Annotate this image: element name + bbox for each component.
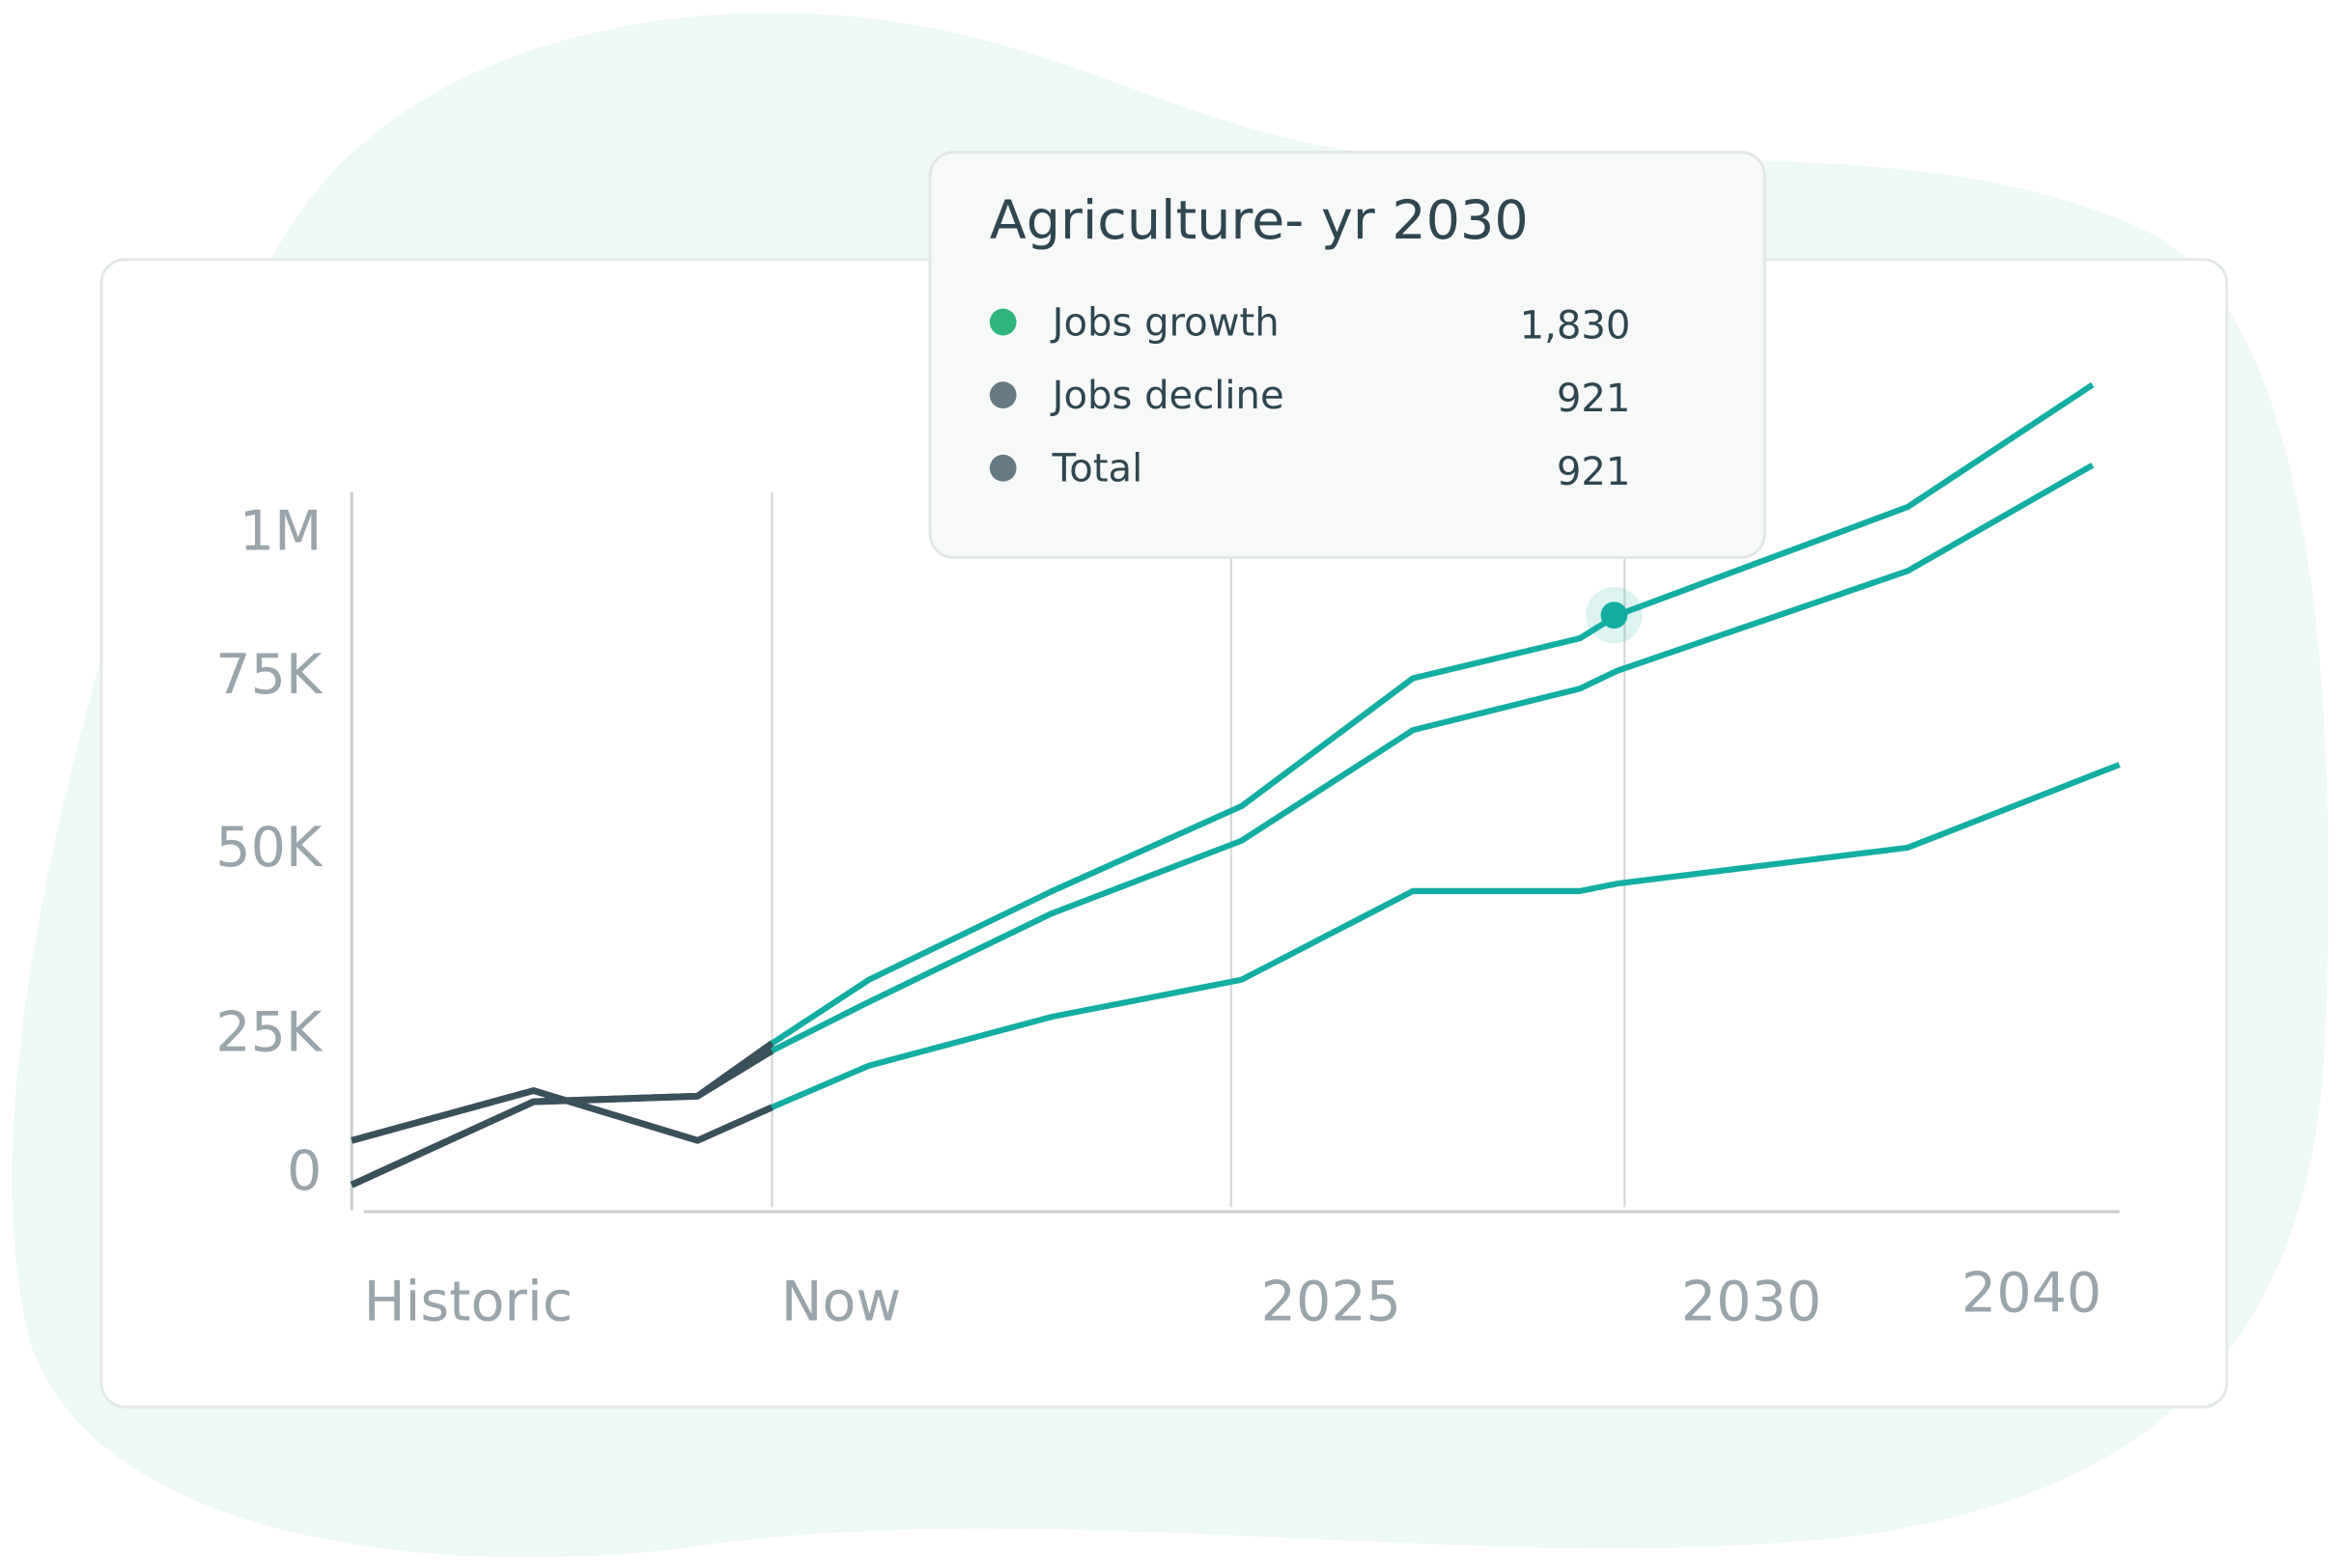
- x-tick-label: Historic: [364, 1271, 574, 1334]
- historic-line: [350, 1048, 774, 1189]
- tooltip-value: 921: [1557, 450, 1631, 494]
- y-tick-label: 75K: [215, 643, 324, 707]
- tooltip-dot: [989, 381, 1017, 409]
- tooltip: Agriculture- yr 2030 Jobs growth 1,830 Job…: [928, 151, 1766, 559]
- y-tick-label: 0: [287, 1139, 322, 1203]
- historic-line: [351, 1087, 774, 1144]
- tooltip-box: [928, 151, 1766, 559]
- x-tick-label: 2025: [1261, 1271, 1401, 1334]
- y-tick-label: 1M: [239, 500, 323, 564]
- x-tick-label: Now: [781, 1271, 901, 1334]
- tooltip-dot: [989, 308, 1017, 336]
- tooltip-dot: [989, 454, 1017, 482]
- highlight-point: [1600, 602, 1628, 630]
- tooltip-value: 921: [1557, 377, 1631, 421]
- x-tick-label: 2040: [1961, 1261, 2101, 1325]
- y-tick-label: 50K: [215, 816, 324, 880]
- tooltip-value: 1,830: [1520, 304, 1631, 349]
- tooltip-title: Agriculture- yr 2030: [990, 189, 1529, 252]
- tooltip-label: Jobs decline: [1050, 374, 1284, 418]
- tooltip-label: Total: [1052, 447, 1143, 491]
- x-tick-label: 2030: [1681, 1271, 1821, 1334]
- y-tick-label: 25K: [215, 1000, 324, 1064]
- tooltip-label: Jobs growth: [1050, 300, 1280, 345]
